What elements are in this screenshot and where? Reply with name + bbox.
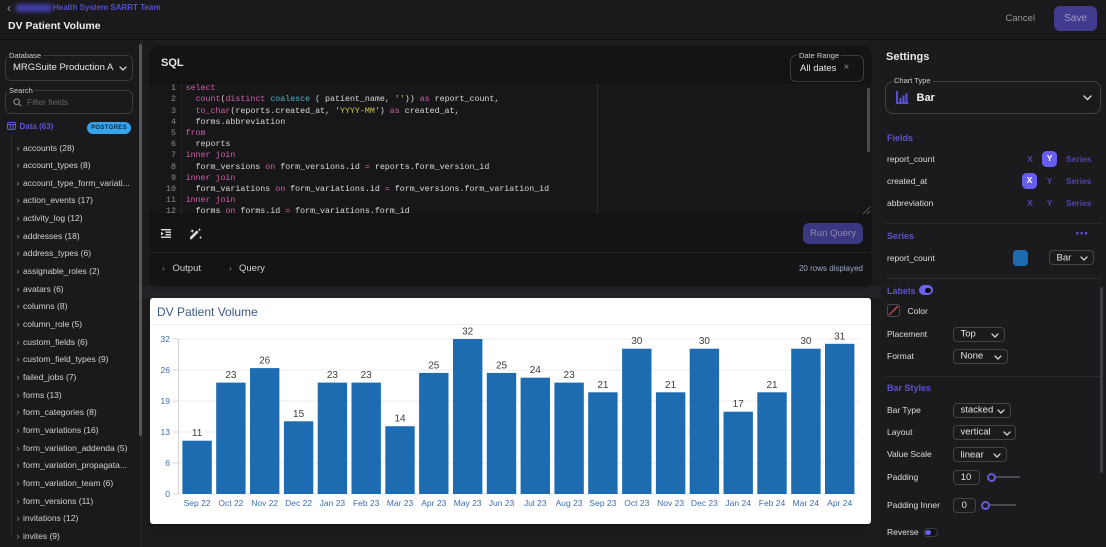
svg-text:6: 6 <box>165 458 170 468</box>
svg-text:Feb 24: Feb 24 <box>759 498 786 508</box>
svg-text:25: 25 <box>496 360 508 371</box>
svg-text:Sep 22: Sep 22 <box>184 498 211 508</box>
svg-text:21: 21 <box>766 380 778 391</box>
svg-text:Aug 23: Aug 23 <box>556 498 583 508</box>
svg-text:26: 26 <box>161 365 171 375</box>
svg-text:32: 32 <box>161 334 171 344</box>
svg-text:Jan 23: Jan 23 <box>320 498 346 508</box>
svg-text:30: 30 <box>800 336 812 347</box>
svg-text:Apr 24: Apr 24 <box>827 498 852 508</box>
svg-text:Apr 23: Apr 23 <box>421 498 446 508</box>
svg-text:19: 19 <box>161 396 171 406</box>
svg-text:Dec 23: Dec 23 <box>691 498 718 508</box>
svg-text:23: 23 <box>327 370 339 381</box>
svg-text:30: 30 <box>631 336 643 347</box>
svg-text:Jul 23: Jul 23 <box>524 498 547 508</box>
svg-text:11: 11 <box>192 428 203 439</box>
svg-text:Jun 23: Jun 23 <box>489 498 515 508</box>
svg-text:13: 13 <box>161 427 171 437</box>
svg-text:25: 25 <box>428 360 440 371</box>
svg-text:Mar 23: Mar 23 <box>387 498 414 508</box>
svg-text:Feb 23: Feb 23 <box>353 498 380 508</box>
svg-text:Oct 22: Oct 22 <box>218 498 243 508</box>
svg-text:Oct 23: Oct 23 <box>624 498 649 508</box>
svg-text:32: 32 <box>462 327 474 338</box>
svg-text:23: 23 <box>361 370 373 381</box>
svg-text:Nov 23: Nov 23 <box>657 498 684 508</box>
svg-text:0: 0 <box>165 489 170 499</box>
svg-text:31: 31 <box>834 331 846 342</box>
svg-text:Sep 23: Sep 23 <box>589 498 616 508</box>
svg-text:Jan 24: Jan 24 <box>725 498 751 508</box>
svg-text:23: 23 <box>564 370 576 381</box>
svg-text:May 23: May 23 <box>454 498 482 508</box>
svg-text:Nov 22: Nov 22 <box>251 498 278 508</box>
svg-text:23: 23 <box>225 370 237 381</box>
svg-text:Dec 22: Dec 22 <box>285 498 312 508</box>
svg-text:21: 21 <box>597 380 609 391</box>
svg-text:Mar 24: Mar 24 <box>793 498 820 508</box>
svg-text:30: 30 <box>699 336 711 347</box>
svg-text:24: 24 <box>530 365 542 376</box>
svg-text:26: 26 <box>259 356 271 367</box>
svg-text:14: 14 <box>394 414 406 425</box>
svg-text:21: 21 <box>665 380 677 391</box>
svg-text:17: 17 <box>733 399 745 410</box>
svg-text:15: 15 <box>293 409 305 420</box>
